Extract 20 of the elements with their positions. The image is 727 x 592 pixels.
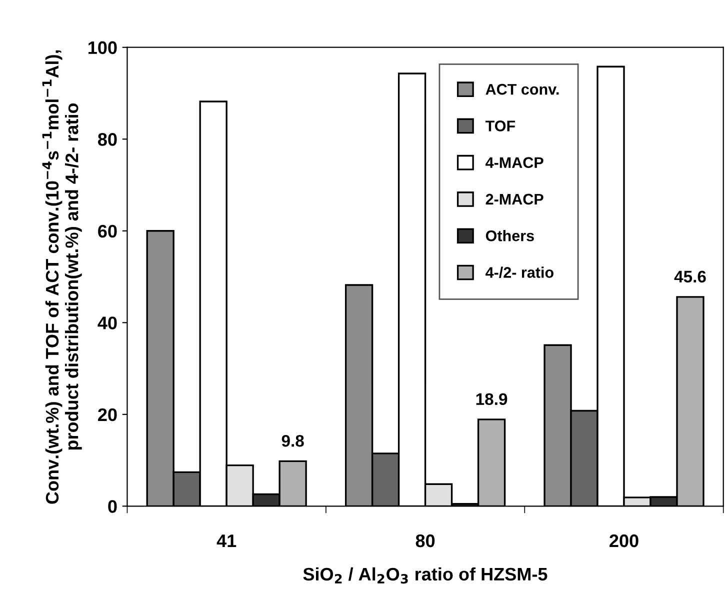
legend-label: 4-MACP xyxy=(486,157,544,168)
legend-label: 4-/2- ratio xyxy=(486,266,554,278)
x-axis-title: SiO$_{2}$ / Al$_{2}$O$_{3}$ ratio of HZSM-5 xyxy=(303,567,548,584)
y-tick-label: 100 xyxy=(88,41,117,54)
text: Conv.(wt.%) and TOF of ACT conv.(10$^{−4}$s$^{−1}$mol$^{−1}$Al), product distribution(wt.%) and 4-/2- ratio xyxy=(42,50,82,504)
x-tick-label: 200 xyxy=(610,534,638,548)
y-tick-label: 40 xyxy=(98,316,117,330)
data-label: 9.8 xyxy=(282,434,304,447)
data-label: 45.6 xyxy=(674,270,706,283)
legend-label: TOF xyxy=(485,120,516,132)
x-tick-label: 80 xyxy=(416,534,435,548)
data-label: 18.9 xyxy=(476,393,508,406)
legend-label: ACT conv. xyxy=(486,84,559,95)
y-tick-label: 0 xyxy=(108,500,117,513)
y-tick-label: 20 xyxy=(98,408,117,422)
legend-label: 2-MACP xyxy=(486,194,544,205)
y-tick-label: 60 xyxy=(98,224,117,238)
y-tick-label: 80 xyxy=(98,133,117,146)
legend-label: Others xyxy=(486,230,534,242)
x-tick-label: 41 xyxy=(216,534,236,548)
